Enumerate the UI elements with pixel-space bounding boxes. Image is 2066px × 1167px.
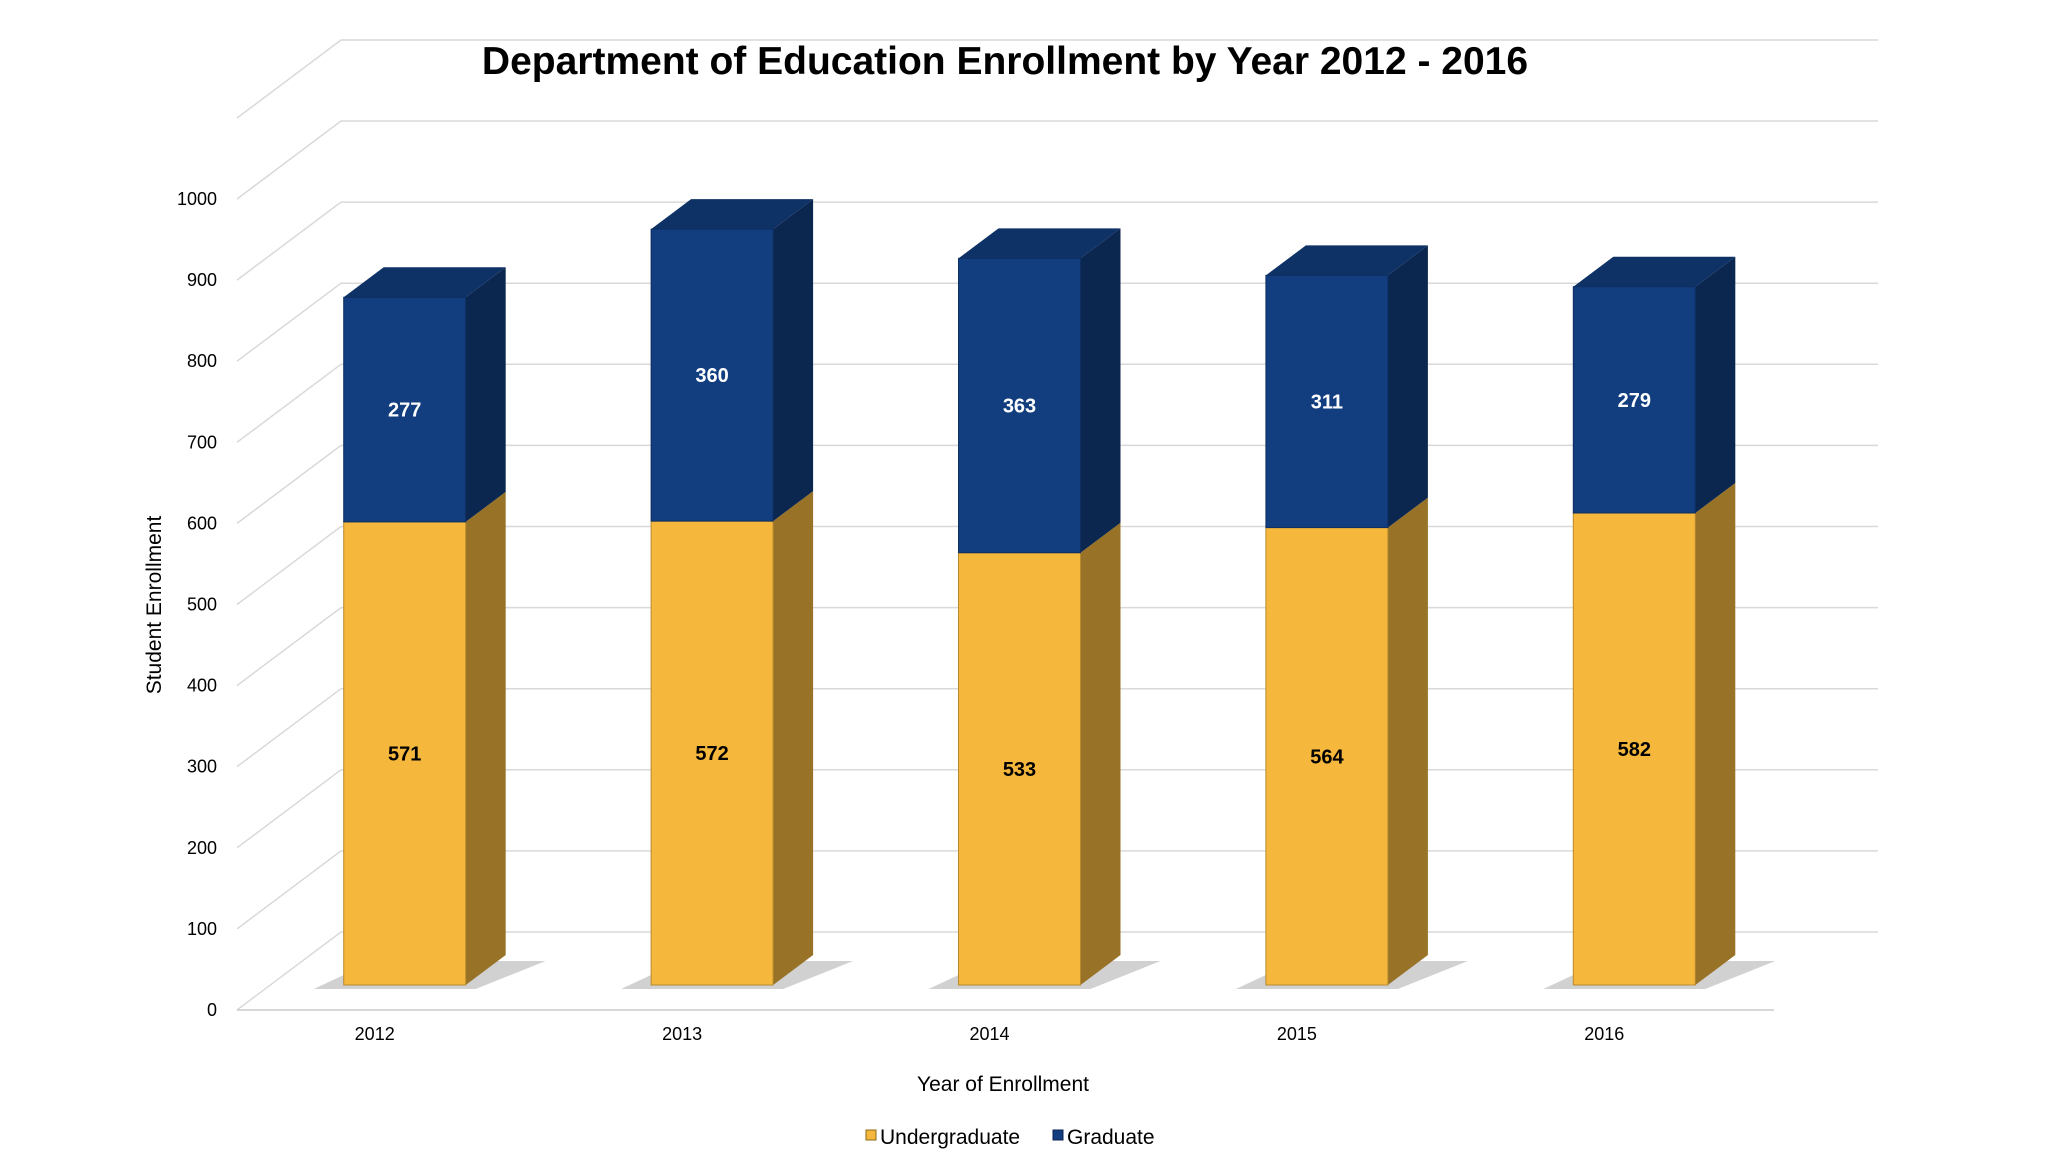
y-tick-label: 0 [207,1000,217,1020]
y-tick-label: 1000 [177,189,217,209]
x-tick-label: 2012 [355,1024,395,1044]
bar-front [650,520,774,986]
data-label: 277 [388,400,421,422]
bar-undergraduate-2015: 564 [1265,497,1428,986]
bar-front [958,552,1081,986]
data-label: 571 [388,743,421,765]
bar-graduate-2014: 363 [958,228,1121,554]
gridline-diagonal [236,120,342,200]
bar-front [958,257,1081,554]
y-tick-label: 500 [187,595,217,615]
data-label: 279 [1618,390,1651,412]
gridline-diagonal [236,525,342,606]
bar-undergraduate-2013: 572 [650,491,814,986]
y-tick-label: 200 [187,838,217,858]
bar-undergraduate-2016: 582 [1572,482,1736,986]
x-tick-label: 2016 [1584,1024,1624,1044]
legend-label-graduate: Graduate [1067,1126,1155,1149]
data-label: 360 [695,365,728,387]
bar-graduate-2013: 360 [650,199,814,522]
data-label: 564 [1310,746,1344,768]
chart-title: Department of Education Enrollment by Ye… [482,40,1528,83]
legend-swatch-undergraduate [865,1129,877,1141]
y-tick-label: 900 [187,270,217,290]
y-tick-label: 600 [187,513,217,533]
bar-undergraduate-2014: 533 [958,522,1121,986]
bar-undergraduate-2012: 571 [343,491,506,986]
bar-top [958,228,1121,259]
gridline-diagonal [236,931,342,1011]
gridline-diagonal [236,606,342,687]
gridline-diagonal [236,282,342,362]
bar-front [343,296,467,523]
legend: Undergraduate Graduate [865,1126,1155,1149]
bar-side [1695,256,1736,513]
gridline-diagonal [236,201,342,281]
bar-top [1573,256,1736,287]
x-tick-label: 2013 [662,1024,702,1044]
bar-graduate-2012: 277 [343,267,506,523]
legend-swatch-graduate [1052,1129,1064,1141]
bar-top [1265,245,1428,276]
x-tick-label: 2014 [969,1024,1009,1044]
bar-front [650,228,774,522]
x-axis-ticks: 2012 2013 2014 2015 2016 [355,1024,1625,1044]
data-label: 572 [695,743,728,765]
gridline-diagonal [236,769,342,849]
gridline-diagonal [236,444,342,525]
data-label: 311 [1311,391,1343,413]
data-label: 582 [1618,739,1651,761]
bars: 571 277 572 360 533 363 564 311 582 279 [313,199,1776,989]
bar-side [465,267,506,522]
y-tick-label: 800 [187,351,217,371]
gridline-diagonal [236,39,342,119]
y-tick-label: 700 [187,432,217,452]
bar-side [1080,228,1121,553]
y-axis-label: Student Enrollment [143,516,166,695]
bar-front [1572,512,1696,986]
x-tick-label: 2015 [1277,1024,1317,1044]
bar-top [651,199,814,230]
bar-front [1265,527,1389,986]
x-axis-label: Year of Enrollment [917,1073,1089,1096]
bar-graduate-2015: 311 [1265,245,1428,529]
bar-side [1387,497,1428,985]
bar-graduate-2016: 279 [1572,256,1736,514]
bar-side [773,491,814,985]
gridline-diagonal [236,363,342,443]
bar-side [1695,482,1736,985]
y-tick-label: 400 [187,676,217,696]
data-label: 533 [1003,759,1036,781]
bar-side [773,199,814,522]
bar-side [1080,522,1121,985]
y-axis-ticks: 0 100 200 300 400 500 600 700 800 900 1000 [177,189,217,1020]
bar-side [465,491,506,985]
data-label: 363 [1003,396,1036,418]
bar-side [1387,245,1428,528]
gridline-diagonal [236,688,342,768]
legend-label-undergraduate: Undergraduate [880,1126,1020,1149]
y-tick-label: 300 [187,757,217,777]
gridline-diagonal [236,850,342,930]
y-tick-label: 100 [187,919,217,939]
bar-top [343,267,506,298]
bar-front [1572,286,1696,514]
bar-front [1265,274,1389,529]
